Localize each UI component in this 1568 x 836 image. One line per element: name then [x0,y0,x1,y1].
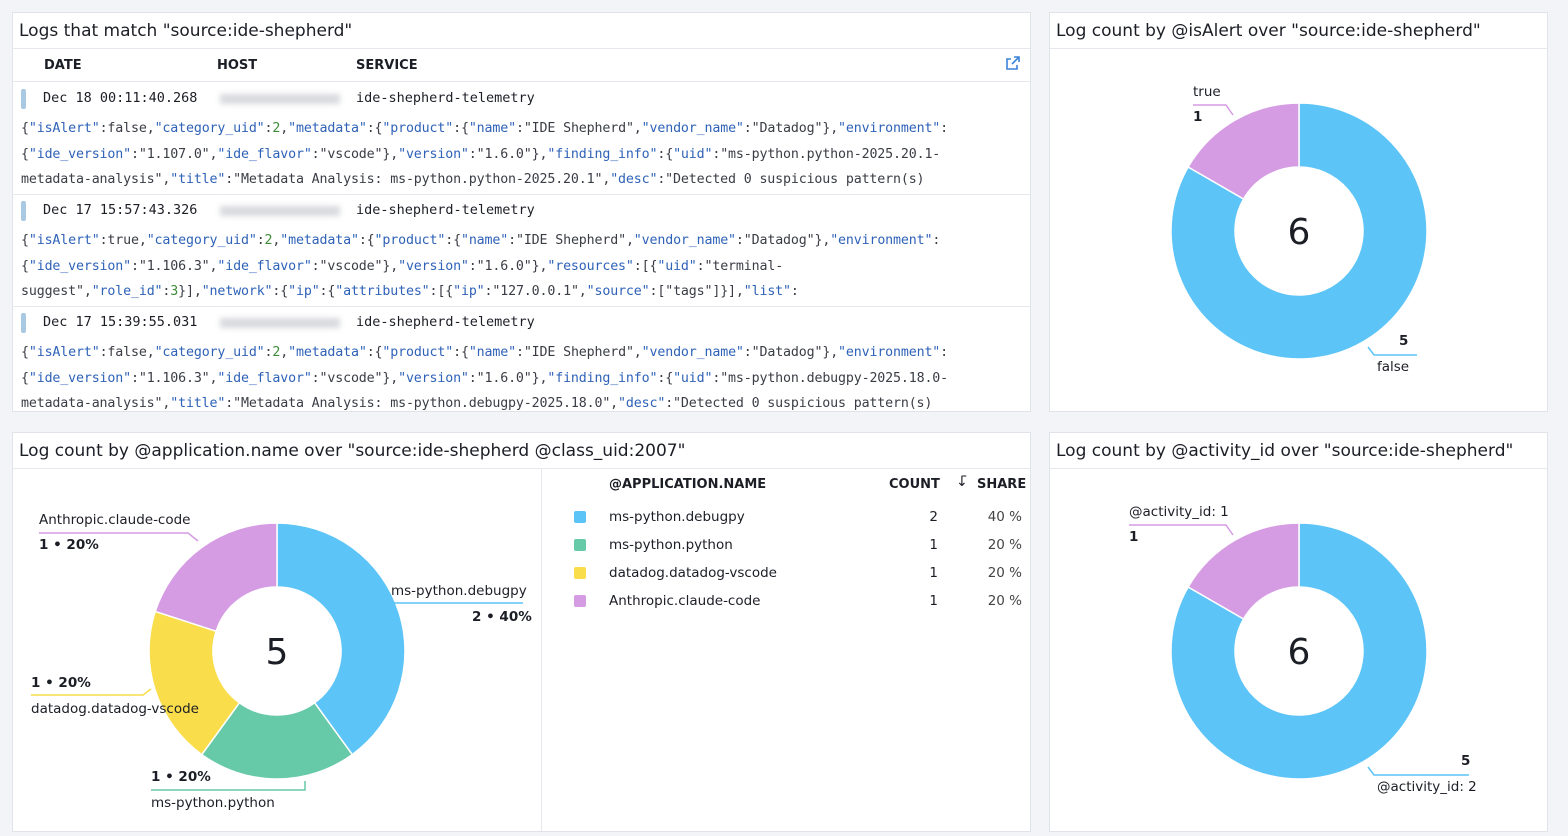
column-service[interactable]: SERVICE [356,58,418,73]
slice-label-name: true [1193,84,1221,100]
log-date: Dec 17 15:57:43.326 [43,202,198,218]
log-message-line: metadata-analysis","title":"Metadata Ana… [21,396,933,411]
leader-line [1193,104,1234,116]
column-count[interactable]: COUNT [889,477,940,492]
slice-label-name: false [1377,359,1410,375]
application-table: @APPLICATION.NAME COUNT ↓̄ SHARE ms-pyth… [542,469,1030,831]
share-value: 20 % [987,537,1022,553]
donut-slice[interactable] [276,522,406,756]
legend-swatch [574,539,586,551]
external-link-icon[interactable] [1005,55,1021,75]
status-bar [21,201,26,221]
leader-line [39,532,199,542]
column-date[interactable]: DATE [44,58,82,73]
donut-slice[interactable] [1170,102,1428,360]
slice-label-name: ms-python.debugpy [391,583,527,599]
donut-slice[interactable] [148,610,241,756]
log-host-redacted [220,206,340,216]
column-host[interactable]: HOST [217,58,258,73]
log-host-redacted [220,94,340,104]
log-message-line: {"ide_version":"1.107.0","ide_flavor":"v… [21,146,941,162]
log-service: ide-shepherd-telemetry [356,90,535,106]
log-date: Dec 17 15:39:55.031 [43,314,198,330]
leader-line [1367,766,1469,776]
log-message-line: suggest","role_id":3}],"network":{"ip":{… [21,284,799,299]
sort-descending-icon[interactable]: ↓̄ [956,474,968,490]
activity-panel: Log count by @activity_id over "source:i… [1049,432,1548,832]
application-name: datadog.datadog-vscode [609,565,777,581]
log-service: ide-shepherd-telemetry [356,314,535,330]
column-application-name[interactable]: @APPLICATION.NAME [609,477,767,492]
count-value: 2 [929,509,938,525]
donut-slice[interactable] [1187,102,1300,201]
leader-line [1367,346,1417,356]
panel-title: Log count by @activity_id over "source:i… [1050,433,1547,469]
slice-label-value: 1 • 20% [151,769,211,785]
status-bar [21,89,26,109]
status-bar [21,313,26,333]
slice-label-name: @activity_id: 1 [1129,504,1229,520]
legend-swatch [574,595,586,607]
slice-label-name: datadog.datadog-vscode [31,701,199,717]
log-message-line: {"isAlert":true,"category_uid":2,"metada… [21,233,941,248]
leader-line [151,781,306,791]
share-value: 40 % [987,509,1022,525]
donut-slice[interactable] [200,701,354,780]
slice-label-name: Anthropic.claude-code [39,512,191,528]
slice-label-name: ms-python.python [151,795,275,811]
isalert-panel: Log count by @isAlert over "source:ide-s… [1049,12,1548,412]
leader-line [368,602,523,610]
log-service: ide-shepherd-telemetry [356,202,535,218]
panel-title: Logs that match "source:ide-shepherd" [13,13,1030,49]
activity-donut: 6 [1129,522,1469,780]
slice-label-value: 5 [1461,753,1471,769]
donut-total: 5 [266,632,289,673]
log-message-line: {"isAlert":false,"category_uid":2,"metad… [21,345,949,360]
logs-table-header: DATE HOST SERVICE [13,49,1030,82]
log-message-line: metadata-analysis","title":"Metadata Ana… [21,172,925,187]
column-share[interactable]: SHARE [977,477,1027,492]
slice-label-value: 2 • 40% [472,609,532,625]
log-message-line: {"isAlert":false,"category_uid":2,"metad… [21,121,949,136]
share-value: 20 % [987,565,1022,581]
slice-label-value: 1 • 20% [39,537,99,553]
donut-total: 6 [1288,632,1311,673]
slice-label-name: @activity_id: 2 [1377,779,1477,795]
log-row[interactable]: Dec 18 00:11:40.268 ide-shepherd-telemet… [13,83,1030,195]
leader-line [31,688,152,696]
log-row[interactable]: Dec 17 15:57:43.326 ide-shepherd-telemet… [13,195,1030,307]
count-value: 1 [929,565,938,581]
log-host-redacted [220,318,340,328]
leader-line [1129,524,1234,536]
donut-slice[interactable] [1187,522,1300,621]
count-value: 1 [929,537,938,553]
share-value: 20 % [987,593,1022,609]
application-panel: Log count by @application.name over "sou… [12,432,1031,832]
log-message-line: {"ide_version":"1.106.3","ide_flavor":"v… [21,370,949,386]
panel-title: Log count by @application.name over "sou… [13,433,1030,469]
panel-title: Log count by @isAlert over "source:ide-s… [1050,13,1547,49]
count-value: 1 [929,593,938,609]
application-name: Anthropic.claude-code [609,593,761,609]
isalert-donut: 6 [1170,102,1428,360]
application-name: ms-python.debugpy [609,509,745,525]
slice-label-value: 1 • 20% [31,675,91,691]
slice-label-value: 1 [1193,109,1203,125]
donut-slice[interactable] [154,522,278,633]
application-name: ms-python.python [609,537,733,553]
legend-swatch [574,511,586,523]
divider [541,469,542,831]
log-row[interactable]: Dec 17 15:39:55.031 ide-shepherd-telemet… [13,307,1030,411]
application-donut: 5 [31,522,523,791]
donut-slice[interactable] [1170,522,1428,780]
donut-total: 6 [1288,212,1311,253]
slice-label-value: 1 [1129,529,1139,545]
logs-panel: Logs that match "source:ide-shepherd" DA… [12,12,1031,412]
slice-label-value: 5 [1399,333,1409,349]
log-date: Dec 18 00:11:40.268 [43,90,198,106]
legend-swatch [574,567,586,579]
log-message-line: {"ide_version":"1.106.3","ide_flavor":"v… [21,258,784,274]
